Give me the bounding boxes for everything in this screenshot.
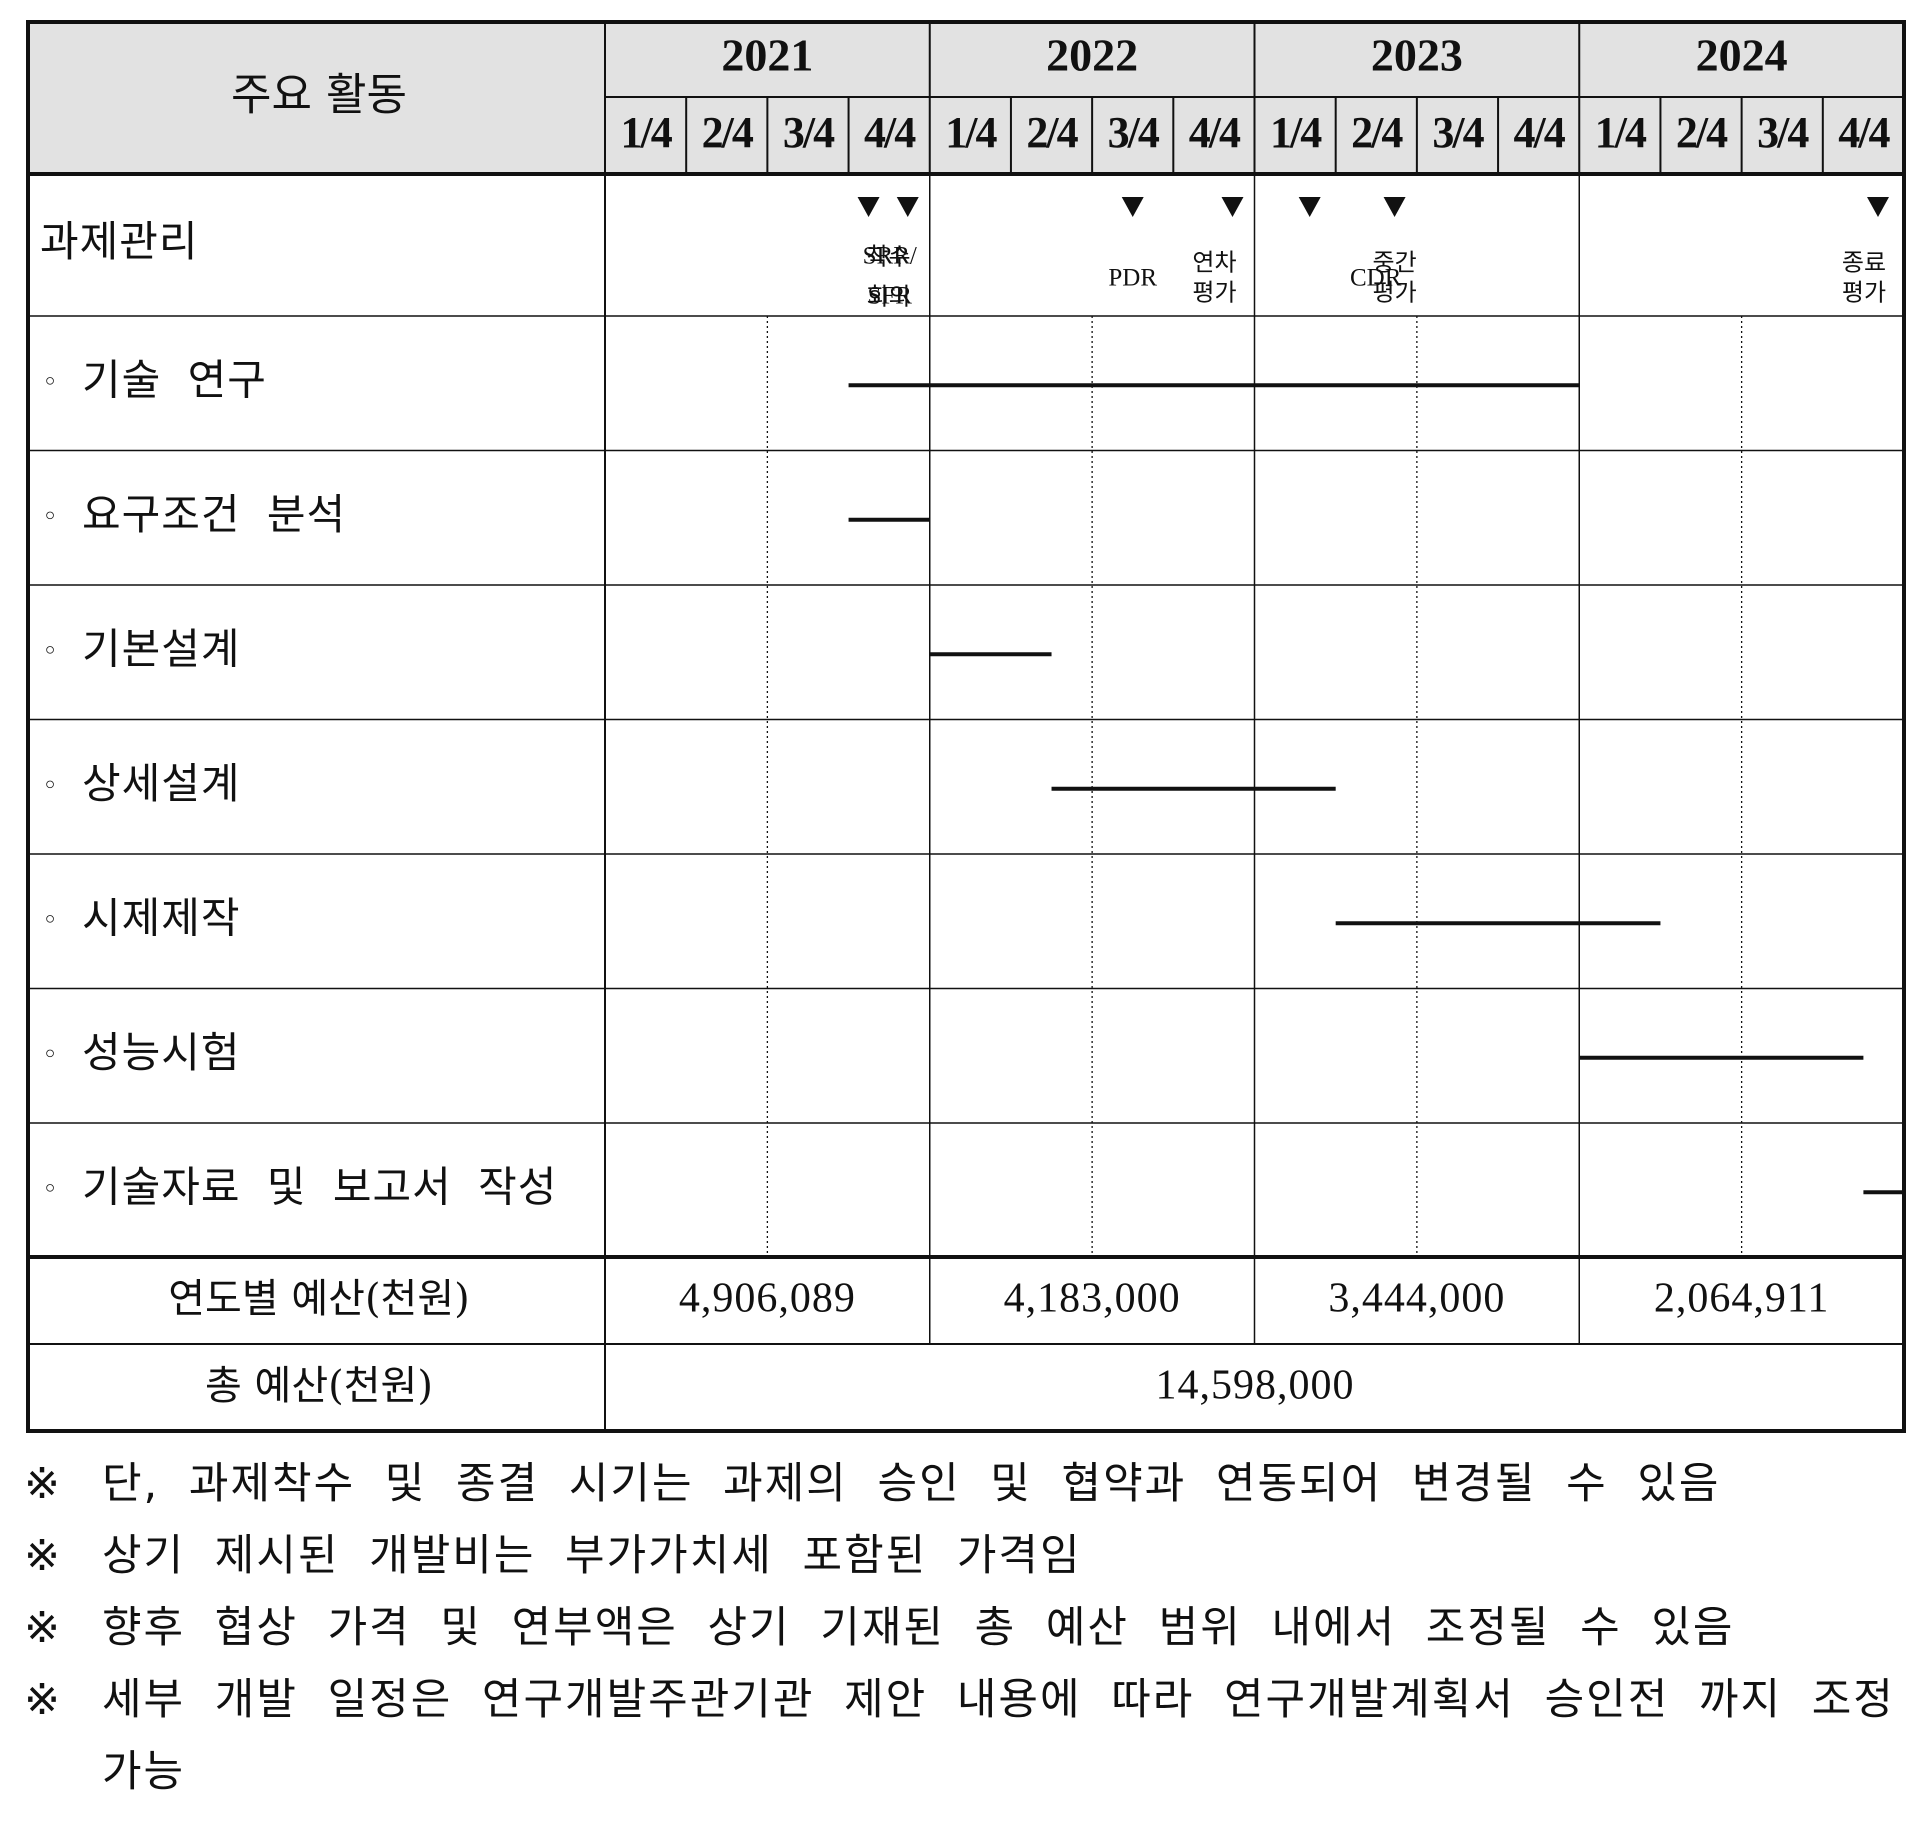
milestone-kickoff-label: 회의 bbox=[866, 283, 910, 311]
bullet-icon: ◦ bbox=[42, 502, 57, 532]
milestone-marker-icon bbox=[1298, 197, 1321, 217]
quarter-label: 1/4 bbox=[1595, 108, 1647, 157]
reference-mark-icon: ※ bbox=[24, 1675, 61, 1725]
activity-label: 기술자료 및 보고서 작성 bbox=[82, 1162, 557, 1211]
annual-budget-label: 연도별 예산(천원) bbox=[168, 1276, 470, 1322]
schedule-table: 주요 활동 2021 2022 2023 2024 1/4 2/4 3/4 4/4 1/4 2/… bbox=[26, 20, 1906, 1433]
activity-label: 성능시험 bbox=[82, 1028, 241, 1077]
milestone-srr-sfr-label: SRR/ bbox=[863, 243, 917, 270]
activity-label: 과제관리 bbox=[40, 217, 199, 266]
quarter-label: 2/4 bbox=[702, 108, 754, 157]
bullet-icon: ◦ bbox=[42, 636, 57, 666]
activity-header: 주요 활동 bbox=[231, 70, 407, 121]
milestone-marker-icon bbox=[1383, 197, 1406, 217]
milestone-marker-icon bbox=[1867, 197, 1889, 217]
milestone-srr-sfr-label: SFR bbox=[868, 283, 913, 310]
quarter-label: 1/4 bbox=[1270, 108, 1322, 157]
milestone-pdr-label: PDR bbox=[1108, 265, 1157, 292]
quarter-label: 3/4 bbox=[1108, 108, 1160, 157]
year-label-2023: 2023 bbox=[1371, 30, 1463, 81]
bullet-icon: ◦ bbox=[42, 905, 57, 935]
annual-budget-value: 3,444,000 bbox=[1328, 1276, 1505, 1322]
annual-budget-value: 4,906,089 bbox=[679, 1276, 856, 1322]
milestone-midterm-review-label: 중간 bbox=[1372, 249, 1416, 277]
reference-mark-icon: ※ bbox=[24, 1531, 61, 1581]
quarter-label: 4/4 bbox=[1189, 108, 1241, 157]
milestone-cdr-label: CDR bbox=[1350, 265, 1402, 292]
milestone-marker-icon bbox=[1221, 197, 1244, 217]
bullet-icon: ◦ bbox=[42, 367, 57, 397]
note-item: ※ 상기 제시된 개발비는 부가가치세 포함된 가격임 bbox=[24, 1520, 1914, 1592]
note-item: ※ 단, 과제착수 및 종결 시기는 과제의 승인 및 협약과 연동되어 변경될 … bbox=[24, 1448, 1914, 1520]
total-budget-label: 총 예산(천원) bbox=[205, 1363, 433, 1409]
notes-list: ※ 단, 과제착수 및 종결 시기는 과제의 승인 및 협약과 연동되어 변경될 … bbox=[24, 1448, 1914, 1808]
quarter-label: 3/4 bbox=[783, 108, 835, 157]
reference-mark-icon: ※ bbox=[24, 1603, 61, 1653]
note-text: 상기 제시된 개발비는 부가가치세 포함된 가격임 bbox=[102, 1531, 1082, 1581]
table-frame bbox=[26, 20, 1906, 1433]
milestone-kickoff-label: 착수 bbox=[866, 243, 910, 271]
reference-mark-icon: ※ bbox=[24, 1459, 61, 1509]
activity-label: 기본설계 bbox=[82, 624, 241, 673]
bullet-icon: ◦ bbox=[42, 771, 57, 801]
quarter-label: 2/4 bbox=[1351, 108, 1403, 157]
year-label-2022: 2022 bbox=[1046, 30, 1138, 81]
milestone-midterm-review-label: 평가 bbox=[1372, 279, 1416, 307]
milestone-final-review-label: 종료 bbox=[1842, 249, 1886, 277]
bullet-icon: ◦ bbox=[42, 1040, 57, 1070]
quarter-label: 1/4 bbox=[945, 108, 997, 157]
year-label-2021: 2021 bbox=[721, 30, 813, 81]
note-text: 단, 과제착수 및 종결 시기는 과제의 승인 및 협약과 연동되어 변경될 수… bbox=[102, 1459, 1721, 1509]
year-label-2024: 2024 bbox=[1696, 30, 1788, 81]
quarter-label: 1/4 bbox=[620, 108, 672, 157]
note-text: 세부 개발 일정은 연구개발주관기관 제안 내용에 따라 연구개발계획서 승인전… bbox=[102, 1675, 1895, 1797]
bullet-icon: ◦ bbox=[42, 1174, 57, 1204]
note-item: ※ 세부 개발 일정은 연구개발주관기관 제안 내용에 따라 연구개발계획서 승인… bbox=[24, 1664, 1914, 1808]
activity-label: 시제제작 bbox=[82, 893, 241, 942]
quarter-label: 2/4 bbox=[1676, 108, 1728, 157]
milestone-annual-review-label: 연차 bbox=[1192, 249, 1236, 277]
milestone-marker-icon bbox=[857, 197, 880, 217]
total-budget-value: 14,598,000 bbox=[1156, 1363, 1355, 1409]
note-text: 향후 협상 가격 및 연부액은 상기 기재된 총 예산 범위 내에서 조정될 수… bbox=[102, 1603, 1735, 1653]
quarter-label: 4/4 bbox=[1514, 108, 1566, 157]
milestone-annual-review-label: 평가 bbox=[1192, 279, 1236, 307]
milestone-marker-icon bbox=[896, 197, 919, 217]
activity-label: 기술 연구 bbox=[82, 355, 267, 404]
milestone-marker-icon bbox=[1121, 197, 1144, 217]
activity-label: 상세설계 bbox=[82, 759, 241, 808]
annual-budget-value: 2,064,911 bbox=[1654, 1276, 1829, 1322]
note-item: ※ 향후 협상 가격 및 연부액은 상기 기재된 총 예산 범위 내에서 조정될 … bbox=[24, 1592, 1914, 1664]
activity-label: 요구조건 분석 bbox=[82, 490, 346, 539]
quarter-label: 3/4 bbox=[1757, 108, 1809, 157]
quarter-label: 4/4 bbox=[864, 108, 916, 157]
milestone-final-review-label: 평가 bbox=[1842, 279, 1886, 307]
quarter-label: 2/4 bbox=[1026, 108, 1078, 157]
annual-budget-value: 4,183,000 bbox=[1004, 1276, 1181, 1322]
quarter-label: 4/4 bbox=[1838, 108, 1890, 157]
quarter-label: 3/4 bbox=[1432, 108, 1484, 157]
